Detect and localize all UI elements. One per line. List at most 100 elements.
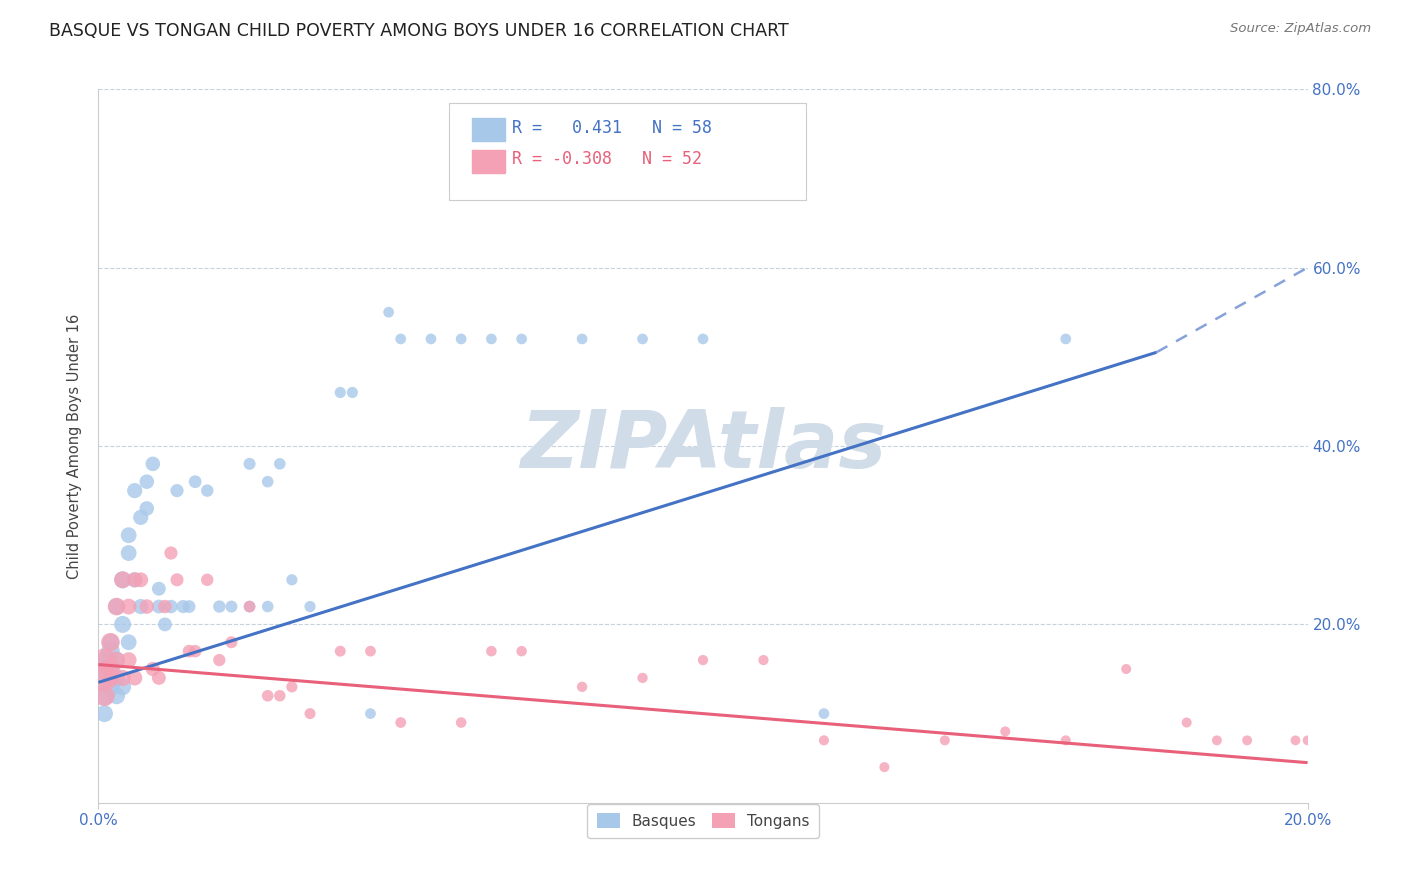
Point [329, 644, 352, 658]
Legend: Basques, Tongans: Basques, Tongans [588, 804, 818, 838]
Point [179, 599, 201, 614]
Point [105, 599, 128, 614]
FancyBboxPatch shape [472, 119, 505, 141]
Point [692, 653, 714, 667]
Point [129, 573, 152, 587]
Point [208, 599, 231, 614]
Point [299, 706, 322, 721]
Point [93, 706, 115, 721]
Point [160, 546, 183, 560]
Point [481, 332, 503, 346]
Point [208, 653, 231, 667]
Point [281, 573, 304, 587]
Point [124, 483, 146, 498]
Point [93, 662, 115, 676]
Point [118, 635, 141, 649]
Point [389, 715, 412, 730]
Point [873, 760, 896, 774]
Point [299, 599, 322, 614]
Point [105, 671, 128, 685]
Point [269, 457, 291, 471]
Point [360, 706, 382, 721]
Point [135, 599, 157, 614]
Point [142, 662, 165, 676]
Point [105, 653, 128, 667]
Point [239, 457, 262, 471]
Point [239, 599, 262, 614]
Point [1054, 332, 1077, 346]
FancyBboxPatch shape [449, 103, 806, 200]
Point [420, 332, 443, 346]
Point [1236, 733, 1258, 747]
Point [160, 599, 183, 614]
Point [184, 644, 207, 658]
Point [148, 599, 170, 614]
Text: Source: ZipAtlas.com: Source: ZipAtlas.com [1230, 22, 1371, 36]
Point [111, 617, 134, 632]
Point [93, 671, 115, 685]
Y-axis label: Child Poverty Among Boys Under 16: Child Poverty Among Boys Under 16 [67, 313, 83, 579]
Point [256, 475, 278, 489]
Point [111, 573, 134, 587]
Point [100, 680, 122, 694]
Point [124, 573, 146, 587]
Point [221, 635, 243, 649]
Point [239, 599, 262, 614]
Point [105, 653, 128, 667]
Point [118, 599, 141, 614]
Point [1284, 733, 1306, 747]
Point [93, 671, 115, 685]
Point [179, 644, 201, 658]
Point [172, 599, 194, 614]
Text: R =   0.431   N = 58: R = 0.431 N = 58 [512, 120, 711, 137]
Point [111, 573, 134, 587]
Point [100, 644, 122, 658]
Point [93, 689, 115, 703]
Point [1296, 733, 1319, 747]
Point [100, 671, 122, 685]
Point [281, 680, 304, 694]
Point [111, 671, 134, 685]
Point [813, 706, 835, 721]
Point [166, 483, 188, 498]
Point [142, 457, 165, 471]
Point [105, 689, 128, 703]
Point [100, 662, 122, 676]
Point [124, 573, 146, 587]
Point [994, 724, 1017, 739]
Point [100, 662, 122, 676]
Point [118, 528, 141, 542]
Point [105, 599, 128, 614]
Point [342, 385, 364, 400]
Point [93, 689, 115, 703]
Point [571, 332, 593, 346]
Point [631, 332, 654, 346]
Point [124, 671, 146, 685]
Point [360, 644, 382, 658]
Point [481, 644, 503, 658]
Point [118, 653, 141, 667]
Point [118, 546, 141, 560]
Point [450, 715, 472, 730]
Point [135, 501, 157, 516]
Point [692, 332, 714, 346]
Point [129, 510, 152, 524]
Point [269, 689, 291, 703]
Point [153, 599, 176, 614]
Point [153, 617, 176, 632]
Text: BASQUE VS TONGAN CHILD POVERTY AMONG BOYS UNDER 16 CORRELATION CHART: BASQUE VS TONGAN CHILD POVERTY AMONG BOY… [49, 22, 789, 40]
Point [100, 635, 122, 649]
Point [1206, 733, 1229, 747]
Text: R = -0.308   N = 52: R = -0.308 N = 52 [512, 150, 702, 168]
Point [166, 573, 188, 587]
Point [148, 671, 170, 685]
Point [195, 573, 218, 587]
Point [571, 680, 593, 694]
Point [111, 680, 134, 694]
Point [510, 644, 533, 658]
Point [752, 653, 775, 667]
Point [389, 332, 412, 346]
Point [129, 599, 152, 614]
Point [1115, 662, 1137, 676]
Point [934, 733, 956, 747]
